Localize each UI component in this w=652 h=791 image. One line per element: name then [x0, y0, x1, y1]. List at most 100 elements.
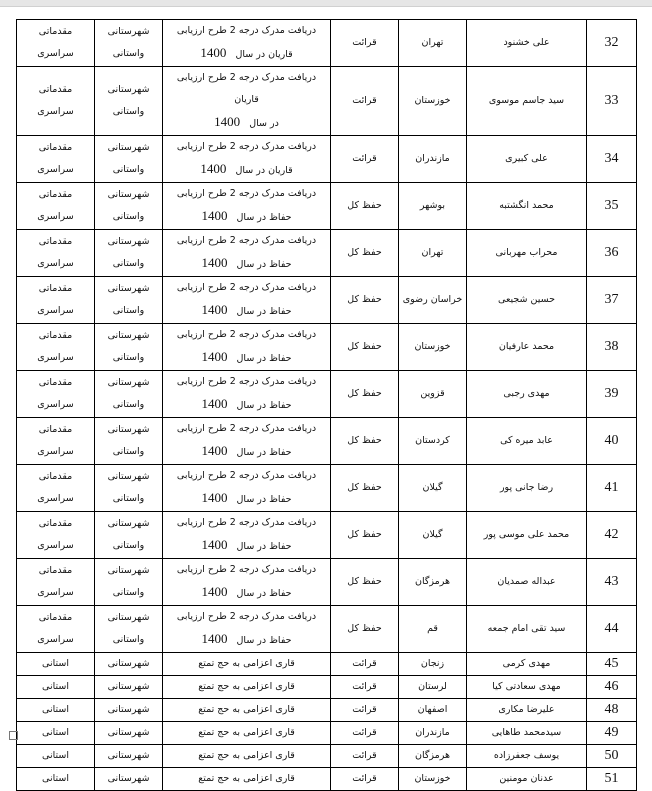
description-line1: دریافت مدرک درجه 2 طرح ارزیابی	[176, 25, 317, 36]
description: قاری اعزامی به حج تمتع	[162, 698, 331, 722]
province: خوزستان	[398, 66, 467, 136]
level-1-line1: شهرستانی	[107, 518, 150, 529]
row-number: 48	[586, 698, 637, 722]
level-1: شهرستانی واستانی	[94, 417, 163, 465]
level-2-line1: مقدماتی	[38, 142, 73, 153]
field: حفظ کل	[330, 370, 399, 418]
province: لرستان	[398, 675, 467, 699]
level-1: شهرستانی واستانی	[94, 276, 163, 324]
paragraph-end-marker	[9, 731, 18, 740]
table-row: 37 حسین شجیعی خراسان رضوی حفظ کل دریافت مدرک…	[16, 276, 637, 324]
level-2-line2: سراسری	[37, 634, 74, 645]
table-row: 33 سید جاسم موسوی خوزستان قرائت دریافت مدرک …	[16, 66, 637, 136]
field: قرائت	[330, 652, 399, 676]
level-2-line1: مقدماتی	[38, 471, 73, 482]
level-1: شهرستانی واستانی	[94, 370, 163, 418]
description-text: قاریان در سال	[235, 49, 293, 60]
year: 1400	[201, 490, 228, 505]
participant-name: علی کبیری	[466, 135, 587, 183]
description: دریافت مدرک درجه 2 طرح ارزیابی حفاظ در سا…	[162, 558, 331, 606]
level-1-line2: واستانی	[112, 211, 145, 222]
description: دریافت مدرک درجه 2 طرح ارزیابی حفاظ در سا…	[162, 276, 331, 324]
description: دریافت مدرک درجه 2 طرح ارزیابی حفاظ در سا…	[162, 417, 331, 465]
level-2: استانی	[16, 675, 95, 699]
level-1: شهرستانی	[94, 675, 163, 699]
province: هرمزگان	[398, 744, 467, 768]
field: قرائت	[330, 698, 399, 722]
level-2-line1: مقدماتی	[38, 189, 73, 200]
row-number: 32	[586, 19, 637, 67]
table-row: 51 عدنان مومنین خوزستان قرائت قاری اعزامی به…	[16, 767, 637, 791]
level-2-line2: سراسری	[37, 164, 74, 175]
description-line2: حفاظ در سال 1400	[165, 581, 328, 605]
participant-name: مهدی سعادتی کیا	[466, 675, 587, 699]
level-2-line1: مقدماتی	[38, 330, 73, 341]
row-number: 36	[586, 229, 637, 277]
field: حفظ کل	[330, 558, 399, 606]
level-2-line2: سراسری	[37, 446, 74, 457]
description-line1: دریافت مدرک درجه 2 طرح ارزیابی	[176, 423, 317, 434]
description-line2: قاریان در سال 1400	[165, 42, 328, 66]
participant-name: محمد انگشتبه	[466, 182, 587, 230]
level-2-line2: سراسری	[37, 211, 74, 222]
participant-name: یوسف جعفرزاده	[466, 744, 587, 768]
description-line1: دریافت مدرک درجه 2 طرح ارزیابی	[176, 282, 317, 293]
description: دریافت مدرک درجه 2 طرح ارزیابی حفاظ در سا…	[162, 182, 331, 230]
level-1-line2: واستانی	[112, 493, 145, 504]
row-number: 42	[586, 511, 637, 559]
table-row: 43 عبداله صمدیان هرمزگان حفظ کل دریافت مدرک …	[16, 558, 637, 606]
description-line2: در سال 1400	[165, 111, 328, 135]
province: گیلان	[398, 464, 467, 512]
field: حفظ کل	[330, 417, 399, 465]
participant-name: علیرضا مکاری	[466, 698, 587, 722]
year: 1400	[201, 396, 228, 411]
level-2: استانی	[16, 767, 95, 791]
description-line2: حفاظ در سال 1400	[165, 205, 328, 229]
description-line1: دریافت مدرک درجه 2 طرح ارزیابی	[176, 564, 317, 575]
level-1-line1: شهرستانی	[107, 26, 150, 37]
participant-name: عبداله صمدیان	[466, 558, 587, 606]
level-2: مقدماتی سراسری	[16, 323, 95, 371]
level-2: مقدماتی سراسری	[16, 417, 95, 465]
row-number: 34	[586, 135, 637, 183]
row-number: 51	[586, 767, 637, 791]
level-2: مقدماتی سراسری	[16, 276, 95, 324]
description-line2: قاریان در سال 1400	[165, 158, 328, 182]
year: 1400	[201, 349, 228, 364]
year: 1400	[201, 584, 228, 599]
year: 1400	[201, 255, 228, 270]
year: 1400	[201, 537, 228, 552]
table-row: 48 علیرضا مکاری اصفهان قرائت قاری اعزامی به …	[16, 698, 637, 722]
level-1-line1: شهرستانی	[107, 424, 150, 435]
participant-name: علی خشنود	[466, 19, 587, 67]
row-number: 35	[586, 182, 637, 230]
level-2-line1: مقدماتی	[38, 565, 73, 576]
description-line1: دریافت مدرک درجه 2 طرح ارزیابی	[176, 329, 317, 340]
province: تهران	[398, 229, 467, 277]
province: قزوین	[398, 370, 467, 418]
description-text: حفاظ در سال	[236, 212, 292, 223]
level-1-line2: واستانی	[112, 540, 145, 551]
province: مازندران	[398, 721, 467, 745]
level-1-line2: واستانی	[112, 48, 145, 59]
description: دریافت مدرک درجه 2 طرح ارزیابی حفاظ در سا…	[162, 464, 331, 512]
description-line2: حفاظ در سال 1400	[165, 346, 328, 370]
level-2: مقدماتی سراسری	[16, 135, 95, 183]
description: دریافت مدرک درجه 2 طرح ارزیابی قاریان در …	[162, 66, 331, 136]
row-number: 37	[586, 276, 637, 324]
level-1-line1: شهرستانی	[107, 612, 150, 623]
level-1-line2: واستانی	[112, 106, 145, 117]
level-2-line2: سراسری	[37, 305, 74, 316]
field: حفظ کل	[330, 323, 399, 371]
level-1-line1: شهرستانی	[107, 330, 150, 341]
level-2: استانی	[16, 652, 95, 676]
description: قاری اعزامی به حج تمتع	[162, 767, 331, 791]
participants-table: 32 علی خشنود تهران قرائت دریافت مدرک درجه 2 …	[16, 19, 637, 791]
level-2-line2: سراسری	[37, 106, 74, 117]
table-row: 46 مهدی سعادتی کیا لرستان قرائت قاری اعزامی …	[16, 675, 637, 699]
table-row: 32 علی خشنود تهران قرائت دریافت مدرک درجه 2 …	[16, 19, 637, 67]
description: دریافت مدرک درجه 2 طرح ارزیابی حفاظ در سا…	[162, 511, 331, 559]
field: قرائت	[330, 744, 399, 768]
level-2: مقدماتی سراسری	[16, 511, 95, 559]
table-row: 49 سیدمحمد طاهایی مازندران قرائت قاری اعزامی…	[16, 721, 637, 745]
